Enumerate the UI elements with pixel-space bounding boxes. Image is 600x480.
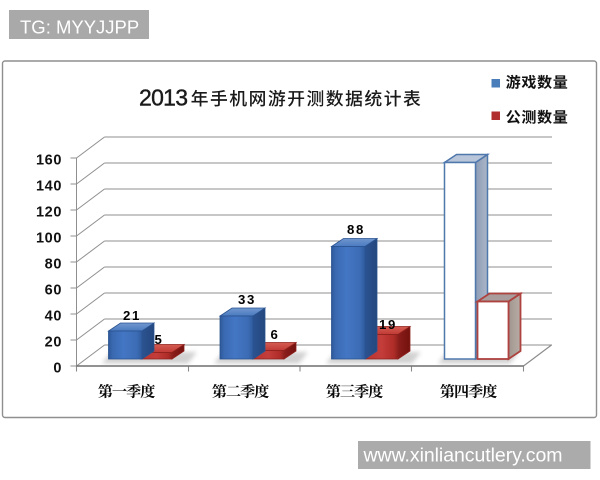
svg-text:120: 120 (36, 204, 62, 220)
svg-text:0: 0 (53, 360, 62, 376)
svg-text:140: 140 (36, 178, 62, 194)
svg-text:2013: 2013 (139, 85, 188, 111)
svg-text:20: 20 (45, 334, 62, 350)
svg-text:6: 6 (270, 327, 279, 342)
svg-text:33: 33 (238, 292, 256, 307)
svg-text:88: 88 (347, 222, 365, 237)
svg-text:19: 19 (379, 317, 397, 332)
svg-text:160: 160 (36, 152, 62, 168)
svg-text:5: 5 (154, 332, 163, 347)
svg-text:TG: MYYJJPP: TG: MYYJJPP (20, 17, 139, 38)
svg-text:www.xinliancutlery.com: www.xinliancutlery.com (363, 445, 563, 467)
svg-text:80: 80 (45, 256, 62, 272)
svg-text:60: 60 (45, 282, 62, 298)
svg-text:21: 21 (123, 308, 141, 323)
svg-text:40: 40 (45, 308, 62, 324)
svg-text:100: 100 (36, 230, 62, 246)
